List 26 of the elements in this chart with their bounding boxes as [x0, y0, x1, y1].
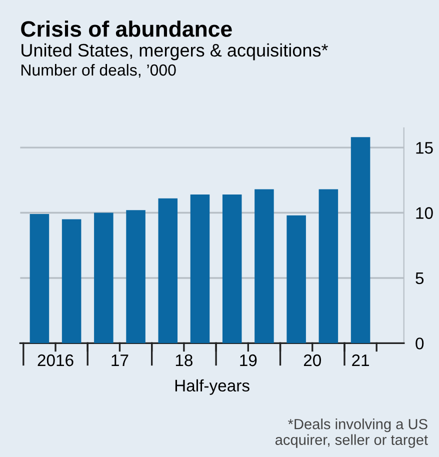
bar — [30, 214, 50, 344]
x-tick-label: 17 — [112, 354, 128, 366]
bar — [94, 212, 114, 344]
bar — [190, 194, 210, 344]
bar — [158, 198, 178, 344]
x-tick-label: 20 — [304, 354, 321, 366]
chart-title: Crisis of abundance — [21, 20, 232, 37]
y-tick-label: 0 — [416, 338, 424, 350]
y-tick-label: 5 — [416, 272, 424, 284]
x-tick-label: 2016 — [38, 354, 74, 366]
x-axis-title: Half-years — [175, 379, 250, 395]
y-axis-title: Number of deals, ’000 — [22, 64, 176, 78]
bar — [222, 194, 242, 344]
chart-subtitle: United States, mergers & acquisitions* — [22, 43, 328, 60]
x-tick-label: 19 — [240, 354, 257, 366]
y-tick-label: 10 — [416, 207, 433, 219]
bar — [318, 189, 338, 344]
y-tick-label: 15 — [416, 142, 433, 154]
bar — [350, 137, 370, 344]
x-tick-label: 18 — [176, 354, 192, 366]
bar — [286, 215, 306, 344]
bar — [254, 189, 274, 344]
bar — [126, 210, 146, 344]
bar — [62, 219, 82, 344]
x-tick-label: 21 — [352, 354, 369, 366]
text: *Deals involving a US acquirer, seller or target — [275, 418, 428, 448]
